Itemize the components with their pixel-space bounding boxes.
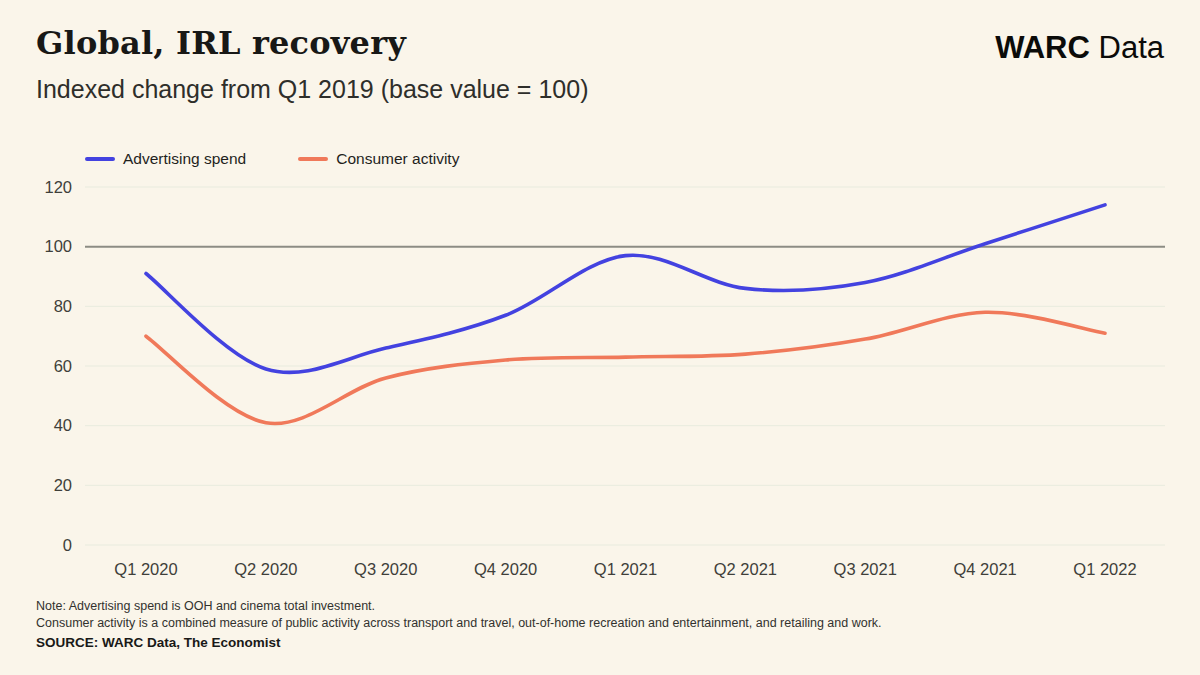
- series-line-advertising-spend: [146, 205, 1105, 373]
- chart-legend: Advertising spend Consumer activity: [85, 150, 459, 168]
- x-tick-label: Q4 2020: [474, 560, 537, 578]
- note-line-1: Note: Advertising spend is OOH and cinem…: [36, 598, 1164, 615]
- chart-footer: Note: Advertising spend is OOH and cinem…: [36, 598, 1164, 650]
- series-line-consumer-activity: [146, 312, 1105, 423]
- legend-swatch-blue-icon: [85, 157, 115, 161]
- warc-data-logo: WARC Data: [995, 30, 1164, 66]
- y-tick-label: 120: [44, 178, 72, 196]
- y-tick-label: 40: [54, 416, 72, 434]
- y-tick-label: 80: [54, 297, 72, 315]
- brand-regular: Data: [1099, 30, 1164, 65]
- x-tick-label: Q1 2020: [114, 560, 177, 578]
- y-tick-label: 0: [63, 536, 72, 554]
- legend-label: Consumer activity: [336, 150, 459, 168]
- x-tick-label: Q1 2022: [1073, 560, 1136, 578]
- note-line-2: Consumer activity is a combined measure …: [36, 615, 1164, 632]
- legend-label: Advertising spend: [123, 150, 246, 168]
- brand-bold: WARC: [995, 30, 1090, 65]
- x-tick-label: Q1 2021: [594, 560, 657, 578]
- legend-swatch-orange-icon: [298, 157, 328, 161]
- y-tick-label: 100: [44, 237, 72, 255]
- x-tick-label: Q4 2021: [953, 560, 1016, 578]
- legend-item-advertising-spend: Advertising spend: [85, 150, 246, 168]
- chart-subtitle: Indexed change from Q1 2019 (base value …: [36, 75, 1164, 104]
- x-tick-label: Q2 2021: [714, 560, 777, 578]
- source-line: SOURCE: WARC Data, The Economist: [36, 635, 1164, 650]
- y-tick-label: 60: [54, 357, 72, 375]
- x-tick-label: Q3 2021: [834, 560, 897, 578]
- x-tick-label: Q2 2020: [234, 560, 297, 578]
- y-tick-label: 20: [54, 476, 72, 494]
- legend-item-consumer-activity: Consumer activity: [298, 150, 459, 168]
- x-tick-label: Q3 2020: [354, 560, 417, 578]
- chart-header: Global, IRL recovery Indexed change from…: [36, 26, 1164, 104]
